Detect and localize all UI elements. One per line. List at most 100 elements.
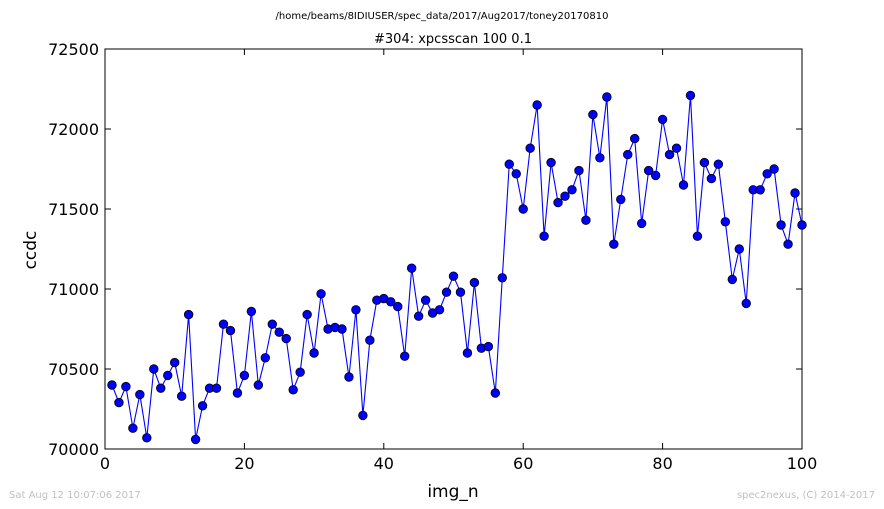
data-point [149, 364, 159, 374]
data-point [525, 143, 535, 153]
data-point [490, 388, 501, 398]
data-point [142, 433, 152, 443]
data-point [762, 169, 772, 179]
data-point [344, 372, 354, 382]
data-point [588, 109, 598, 120]
data-point [183, 309, 194, 320]
y-tick-label: 71000 [48, 280, 99, 299]
data-point [176, 391, 187, 401]
data-point [720, 217, 731, 227]
data-point [483, 341, 494, 352]
data-point [727, 274, 738, 285]
data-point [636, 218, 647, 229]
data-point [455, 287, 466, 297]
data-point [546, 157, 556, 168]
data-point [539, 231, 549, 241]
data-point [393, 301, 403, 312]
data-point [434, 305, 445, 315]
data-point [121, 381, 131, 392]
data-point [190, 434, 201, 445]
data-point [232, 388, 243, 398]
data-point [448, 271, 459, 281]
data-point [797, 220, 807, 230]
data-point [295, 367, 305, 377]
data-point [281, 333, 291, 344]
y-axis-label: ccdc [21, 231, 41, 270]
data-point [657, 114, 668, 125]
data-point [253, 380, 264, 390]
data-point [337, 324, 347, 334]
data-point [302, 309, 312, 320]
y-tick-label: 72000 [48, 120, 99, 139]
data-point [288, 385, 298, 395]
x-tick-label: 20 [234, 454, 254, 473]
data-point [386, 297, 396, 307]
data-point [609, 239, 619, 249]
data-point [156, 383, 166, 393]
data-point [532, 100, 542, 110]
data-point [671, 143, 682, 153]
data-point [135, 389, 145, 400]
data-point [755, 185, 765, 195]
footer-credit: spec2nexus, (C) 2014-2017 [737, 490, 875, 501]
x-tick-label: 100 [787, 454, 818, 473]
data-point [574, 165, 584, 176]
y-tick-label: 71500 [48, 200, 99, 219]
x-tick-label: 40 [374, 454, 394, 473]
data-point [776, 220, 786, 230]
y-tick-label: 72500 [48, 40, 99, 59]
file-path-title: /home/beams/8IDIUSER/spec_data/2017/Aug2… [276, 11, 609, 22]
data-point [595, 153, 605, 163]
data-point [107, 380, 117, 390]
data-point [567, 185, 577, 195]
x-axis-label: img_n [427, 482, 478, 502]
x-tick-label: 0 [100, 454, 110, 473]
data-point [706, 173, 717, 184]
data-point [413, 311, 424, 321]
data-point [163, 370, 173, 381]
data-point [246, 306, 257, 317]
data-point [406, 263, 417, 273]
plot-frame [104, 48, 803, 450]
data-point [692, 231, 703, 241]
data-point [400, 351, 410, 361]
data-point [239, 370, 250, 381]
y-tick-label: 70500 [48, 360, 99, 379]
data-point [128, 423, 138, 433]
data-point [790, 188, 800, 198]
data-point [783, 239, 793, 249]
data-point [114, 397, 124, 408]
data-point [365, 335, 375, 345]
data-point [560, 191, 570, 201]
data-point [685, 90, 696, 101]
data-point [441, 287, 452, 297]
data-point [169, 357, 180, 368]
x-tick-label: 60 [513, 454, 533, 473]
data-point [616, 194, 626, 205]
data-point [664, 149, 675, 160]
data-point [769, 164, 779, 174]
data-point [316, 289, 326, 299]
data-point [497, 273, 507, 283]
data-point [267, 319, 277, 329]
data-point [218, 319, 229, 329]
data-point [274, 327, 284, 337]
data-point [581, 215, 591, 225]
series-line [111, 95, 803, 440]
data-point [643, 165, 654, 176]
x-tick-label: 80 [652, 454, 672, 473]
data-point [197, 401, 208, 411]
data-point [623, 149, 633, 160]
data-point [462, 348, 473, 358]
plot-area: 0 20 40 60 80 100 70000 70500 71000 71500 72000 725… [48, 40, 817, 473]
data-point [309, 348, 319, 358]
data-point [420, 295, 431, 305]
data-point [630, 133, 640, 144]
data-point [734, 244, 744, 254]
data-point [713, 159, 724, 169]
data-point [225, 325, 236, 336]
data-point [260, 353, 271, 363]
data-point [741, 298, 751, 309]
data-point [650, 170, 661, 181]
